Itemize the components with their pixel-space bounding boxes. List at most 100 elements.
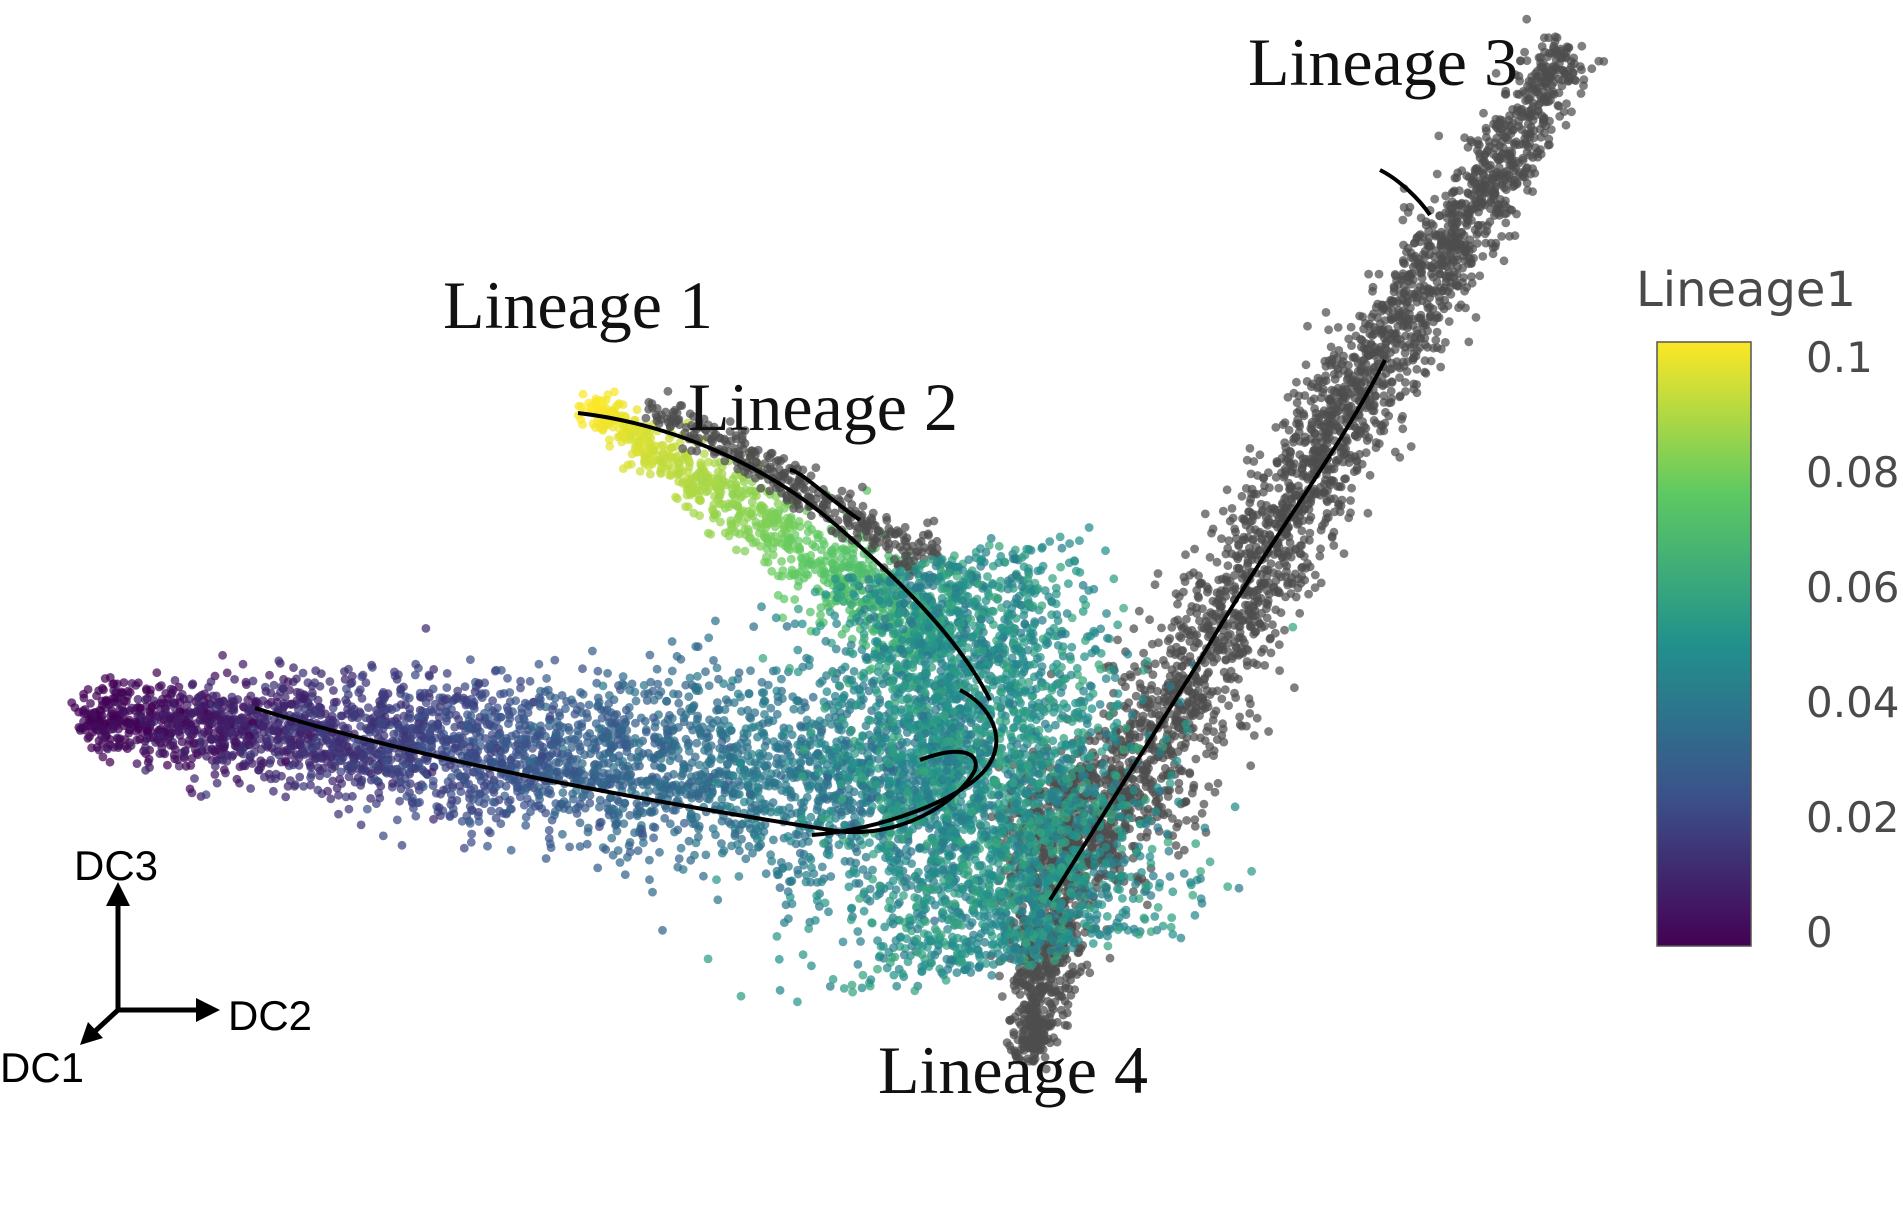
scatter-point (1031, 1011, 1041, 1020)
scatter-point (607, 833, 617, 843)
scatter-point (632, 405, 642, 414)
scatter-point (1449, 186, 1459, 196)
scatter-point (1459, 231, 1469, 240)
scatter-point (1431, 231, 1441, 241)
scatter-point (1217, 694, 1227, 704)
scatter-point (1432, 343, 1442, 353)
scatter-point (1194, 571, 1203, 581)
scatter-point (1197, 808, 1207, 818)
scatter-point (1151, 797, 1161, 807)
scatter-point (1257, 534, 1267, 543)
scatter-point (744, 533, 754, 543)
scatter-point (1066, 975, 1075, 985)
scatter-point (1544, 33, 1553, 43)
scatter-point (1234, 564, 1244, 574)
scatter-point (1323, 418, 1333, 428)
scatter-point (1250, 525, 1260, 535)
scatter-point (1317, 521, 1327, 531)
scatter-point (574, 401, 584, 411)
scatter-point (1275, 666, 1284, 675)
scatter-point (605, 441, 615, 451)
scatter-point (760, 519, 770, 528)
scatter-point (1337, 415, 1347, 424)
scatter-point (844, 560, 854, 570)
scatter-point (1284, 425, 1294, 435)
scatter-point (1462, 171, 1472, 181)
scatter-point (1057, 992, 1067, 1002)
scatter-point (1321, 308, 1331, 317)
scatter-point (826, 546, 836, 556)
scatter-point (681, 502, 690, 511)
scatter-point (1192, 603, 1201, 613)
scatter-point (857, 569, 867, 579)
scatter-point (1075, 967, 1085, 977)
scatter-point (593, 404, 603, 414)
scatter-point (848, 549, 858, 559)
scatter-point (1510, 231, 1520, 241)
scatter-point (1428, 221, 1438, 230)
scatter-point (806, 511, 816, 521)
scatter-point (1255, 450, 1265, 460)
scatter-point (1470, 165, 1480, 175)
scatter-point (1417, 268, 1426, 278)
scatter-point (1173, 615, 1183, 625)
scatter-point (1575, 62, 1585, 71)
scatter-point (861, 526, 871, 536)
scatter-point (873, 527, 883, 537)
scatter-point (1234, 610, 1243, 620)
scatter-point (796, 553, 806, 563)
scatter-point (1237, 491, 1247, 501)
scatter-point (1509, 166, 1519, 176)
scatter-point (1224, 638, 1233, 648)
scatter-point (795, 504, 804, 514)
scatter-point (1222, 674, 1232, 683)
scatter-point (841, 546, 851, 555)
scatter-point (1340, 474, 1349, 484)
scatter-point (1382, 379, 1392, 388)
scatter-point (1295, 608, 1305, 618)
scatter-point (1208, 524, 1218, 534)
scatter-point (632, 447, 642, 457)
scatter-point (1211, 609, 1220, 619)
scatter-point (1450, 231, 1460, 241)
scatter-point (1173, 819, 1183, 828)
scatter-point (1085, 968, 1095, 978)
scatter-point (1005, 1016, 1015, 1026)
scatter-point (1221, 591, 1231, 601)
scatter-point (1199, 799, 1209, 809)
scatter-point (1292, 377, 1301, 387)
scatter-point (265, 670, 274, 680)
scatter-point (902, 551, 911, 560)
scatter-point (997, 992, 1007, 1001)
scatter-point (1272, 458, 1282, 468)
scatter-point (1507, 205, 1517, 215)
scatter-point (684, 455, 694, 465)
scatter-point (1212, 557, 1222, 567)
scatter-point (1208, 596, 1218, 606)
scatter-point (1470, 204, 1479, 214)
scatter-point (1154, 638, 1163, 648)
scatter-point (1437, 255, 1447, 264)
scatter-point (1415, 282, 1425, 291)
scatter-point (1172, 642, 1181, 652)
scatter-point (1406, 272, 1415, 281)
scatter-point (1327, 393, 1337, 403)
scatter-point (1520, 47, 1529, 57)
scatter-point (1198, 694, 1207, 703)
scatter-point (1379, 398, 1389, 407)
scatter-point (734, 447, 743, 457)
scatter-point (1443, 301, 1453, 311)
scatter-point (1178, 766, 1187, 776)
scatter-point (460, 682, 470, 691)
scatter-point (1443, 221, 1453, 231)
scatter-point (1227, 504, 1237, 513)
scatter-point (1450, 200, 1460, 210)
scatter-point (1249, 457, 1259, 466)
scatter-point (1403, 357, 1412, 366)
scatter-point (605, 435, 614, 445)
scatter-point (1444, 317, 1454, 326)
scatter-point (774, 464, 784, 474)
scatter-point (1214, 645, 1224, 655)
scatter-point (1266, 648, 1276, 658)
scatter-point (765, 486, 775, 496)
